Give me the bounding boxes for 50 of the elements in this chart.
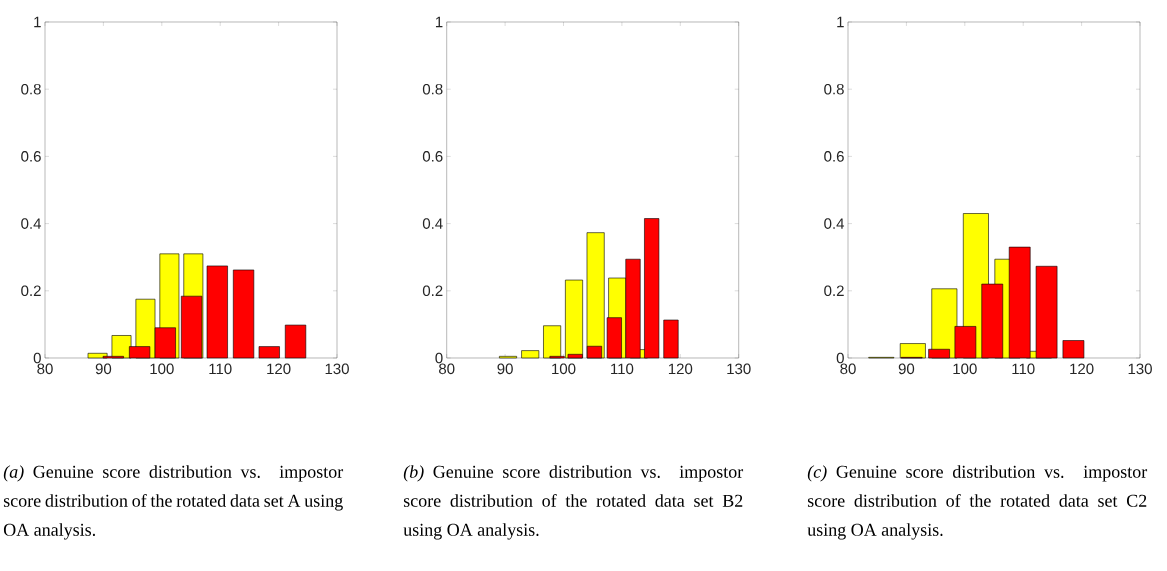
x-tick-label: 100 <box>953 363 977 375</box>
x-tick-label: 80 <box>439 363 455 375</box>
y-tick-label: 0.2 <box>21 285 41 297</box>
y-tick-label: 0 <box>836 352 844 364</box>
y-tick-label: 1 <box>34 16 41 28</box>
y-tick-label: 0.8 <box>422 83 443 95</box>
y-tick-label: 0.6 <box>21 151 41 162</box>
y-tick-label: 0.6 <box>824 151 844 162</box>
bar <box>644 218 660 359</box>
bar <box>284 324 307 359</box>
x-tick-label: 130 <box>1128 363 1152 375</box>
y-tick-label: 1 <box>435 16 443 28</box>
bar <box>663 319 679 359</box>
bar <box>232 269 255 359</box>
bar <box>206 265 228 359</box>
x-tick-label: 90 <box>95 363 112 375</box>
bar <box>521 350 540 359</box>
x-tick-label: 100 <box>150 363 174 375</box>
y-tick-label: 0 <box>435 352 443 364</box>
y-tick-label: 0.8 <box>21 83 41 95</box>
text: (c) Genuine score distribution vs. impostor score distribution of the rotated data set C2 using OA analysis. <box>807 465 1148 540</box>
x-tick-label: 120 <box>1070 363 1094 375</box>
y-tick-label: 0.6 <box>422 151 443 162</box>
x-tick-label: 110 <box>1012 363 1035 375</box>
x-tick-label: 130 <box>325 363 349 375</box>
x-tick-label: 110 <box>209 363 232 375</box>
y-tick-label: 0.2 <box>824 285 844 297</box>
x-tick-label: 110 <box>611 363 634 375</box>
x-tick-label: 100 <box>552 363 576 375</box>
y-tick-label: 0.8 <box>824 83 844 95</box>
x-tick-label: 80 <box>840 363 856 375</box>
x-tick-label: 90 <box>898 363 915 375</box>
y-tick-label: 0.4 <box>824 218 845 229</box>
x-tick-label: 90 <box>497 363 513 375</box>
y-tick-label: 1 <box>837 16 844 28</box>
y-tick-label: 0 <box>33 352 41 364</box>
bar <box>1035 265 1058 359</box>
bar <box>543 325 562 359</box>
bar <box>1062 340 1085 359</box>
text: (a) Genuine score distribution vs. impostor score distribution of the rotated data set A using OA analysis. <box>3 465 344 540</box>
x-tick-label: 130 <box>727 363 751 375</box>
bar <box>899 343 926 359</box>
x-tick-label: 80 <box>37 363 53 375</box>
y-tick-label: 0.4 <box>21 218 42 229</box>
bar <box>258 346 280 359</box>
text: (b) Genuine score distribution vs. impostor score distribution of the rotated data set B2 using OA analysis. <box>403 465 744 540</box>
x-tick-label: 120 <box>668 363 693 375</box>
y-tick-label: 0.2 <box>422 285 443 297</box>
y-tick-label: 0.4 <box>422 218 443 229</box>
x-tick-label: 120 <box>267 363 291 375</box>
